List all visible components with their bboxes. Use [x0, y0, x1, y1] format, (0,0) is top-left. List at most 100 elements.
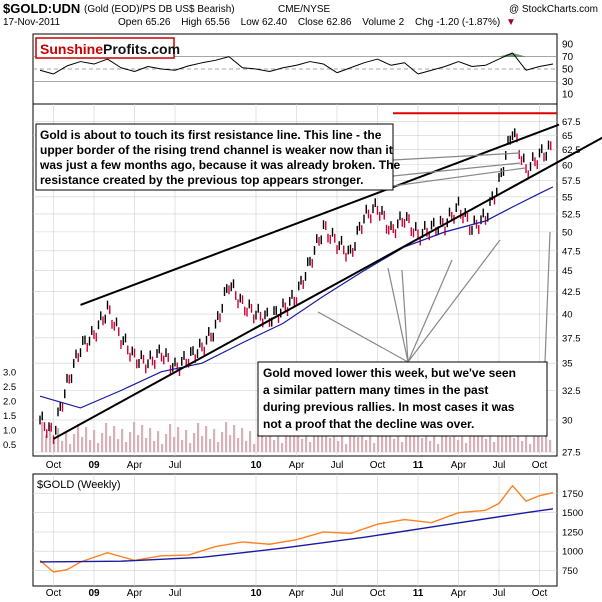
volume-bar: [493, 442, 496, 452]
resistance-callout-pointer: [392, 152, 521, 161]
volume-bar: [277, 430, 280, 452]
volume-bar: [45, 435, 48, 452]
rsi-line-segment: [377, 58, 392, 66]
volume-bar: [417, 425, 420, 452]
chg-down-icon: ▼: [506, 17, 516, 28]
chart-exchange: CME/NYSE: [278, 4, 331, 15]
daily-x-tick-label: 11: [413, 460, 424, 471]
volume-bar: [77, 424, 80, 452]
rsi-tick-label: 90: [562, 40, 574, 51]
volume-bar: [489, 429, 492, 452]
daily-tick-label: 47.5: [562, 246, 581, 257]
volume-bar: [245, 441, 248, 452]
volume-bar: [529, 444, 532, 452]
volume-bar: [341, 431, 344, 452]
volume-bar: [225, 422, 228, 452]
moving-average-line: [39, 186, 554, 409]
rsi-tick-label: 50: [562, 65, 574, 76]
volume-bar: [197, 423, 200, 452]
rsi-line-segment: [390, 62, 405, 66]
volume-tick-label: 3.0: [3, 368, 16, 379]
volume-bar: [217, 442, 220, 452]
weekly-panel-title: $GOLD (Weekly): [37, 479, 121, 491]
volume-bar: [333, 428, 336, 452]
rsi-line-segment: [539, 63, 554, 68]
weekly-x-tick-label: Apr: [289, 588, 305, 599]
volume-bar: [413, 435, 416, 452]
volume-bar: [533, 434, 536, 452]
annotation-resistance-line-2: upper border of the rising trend channel…: [40, 143, 393, 157]
pattern-callout-pointer: [544, 231, 551, 363]
daily-tick-label: 40: [562, 310, 573, 321]
rsi-overbought-fill: [512, 52, 526, 57]
weekly-x-tick-label: Jul: [331, 588, 344, 599]
rsi-line-segment: [147, 66, 162, 70]
volume-bar: [181, 440, 184, 452]
volume-bar: [397, 429, 400, 452]
weekly-x-tick-label: Oct: [46, 588, 62, 599]
volume-bar: [93, 430, 96, 452]
volume-label: Volume: [362, 17, 396, 28]
volume-bar: [73, 434, 76, 452]
rsi-line-segment: [485, 58, 500, 66]
daily-tick-label: 60: [562, 160, 573, 171]
volume-bar: [105, 423, 108, 452]
volume-bar: [453, 427, 456, 452]
volume-bar: [485, 439, 488, 452]
axis-labels: 103050709027.53032.53537.54042.54547.550…: [3, 40, 583, 599]
rsi-line-segment: [228, 56, 243, 69]
resistance-callout-pointer: [392, 167, 526, 187]
weekly-x-tick-label: 10: [250, 588, 262, 599]
volume-bar: [149, 428, 152, 452]
volume-bar: [85, 427, 88, 452]
volume-bar: [293, 436, 296, 452]
volume-bar: [457, 440, 460, 452]
volume-bar: [41, 422, 44, 452]
annotation-resistance-line-3: was just a few months ago, because it wa…: [39, 158, 400, 172]
volume-bar: [205, 426, 208, 452]
volume-bar: [513, 438, 516, 452]
rsi-line-segment: [525, 66, 540, 71]
weekly-tick-label: 1250: [562, 527, 583, 538]
close-value: 62.86: [326, 17, 351, 28]
volume-bar: [81, 437, 84, 452]
volume-bar: [345, 444, 348, 452]
volume-bar: [549, 440, 552, 452]
volume-bar: [545, 427, 548, 452]
weekly-tick-label: 1500: [562, 508, 583, 519]
volume-bar: [329, 438, 332, 452]
volume-tick-label: 1.0: [3, 426, 16, 437]
rsi-line-segment: [336, 67, 351, 74]
volume-bar: [57, 428, 60, 452]
volume-bar: [161, 444, 164, 452]
rsi-line-segment: [161, 68, 176, 71]
rsi-line-segment: [417, 69, 432, 75]
daily-x-tick-label: 09: [88, 460, 100, 471]
lower-trend-line: [53, 136, 602, 440]
chg-value: -1.20 (-1.87%): [436, 17, 500, 28]
volume-bar: [117, 439, 120, 452]
close-label: Close: [298, 17, 324, 28]
volume-bar: [241, 428, 244, 452]
weekly-tick-label: 1750: [562, 489, 583, 500]
annotation-resistance-line-1: Gold is about to touch its first resista…: [40, 128, 382, 142]
volume-bar: [221, 432, 224, 452]
weekly-x-tick-label: Apr: [127, 588, 143, 599]
volume-bar: [449, 437, 452, 452]
volume-tick-label: 2.5: [3, 382, 16, 393]
volume-bar: [473, 423, 476, 452]
volume-bar: [253, 444, 256, 452]
volume-bar: [233, 425, 236, 452]
volume-bar: [377, 433, 380, 452]
chart-symbol: $GOLD:UDN: [3, 1, 80, 16]
volume-tick-label: 2.0: [3, 397, 16, 408]
weekly-x-tick-label: Apr: [451, 588, 467, 599]
weekly-tick-label: 750: [562, 566, 578, 577]
rsi-overbought-fill: [499, 52, 513, 57]
volume-bar: [169, 424, 172, 452]
volume-bar: [433, 431, 436, 452]
volume-bar: [481, 426, 484, 452]
volume-bar: [477, 436, 480, 452]
volume-bar: [173, 437, 176, 452]
daily-x-tick-label: Oct: [532, 460, 548, 471]
